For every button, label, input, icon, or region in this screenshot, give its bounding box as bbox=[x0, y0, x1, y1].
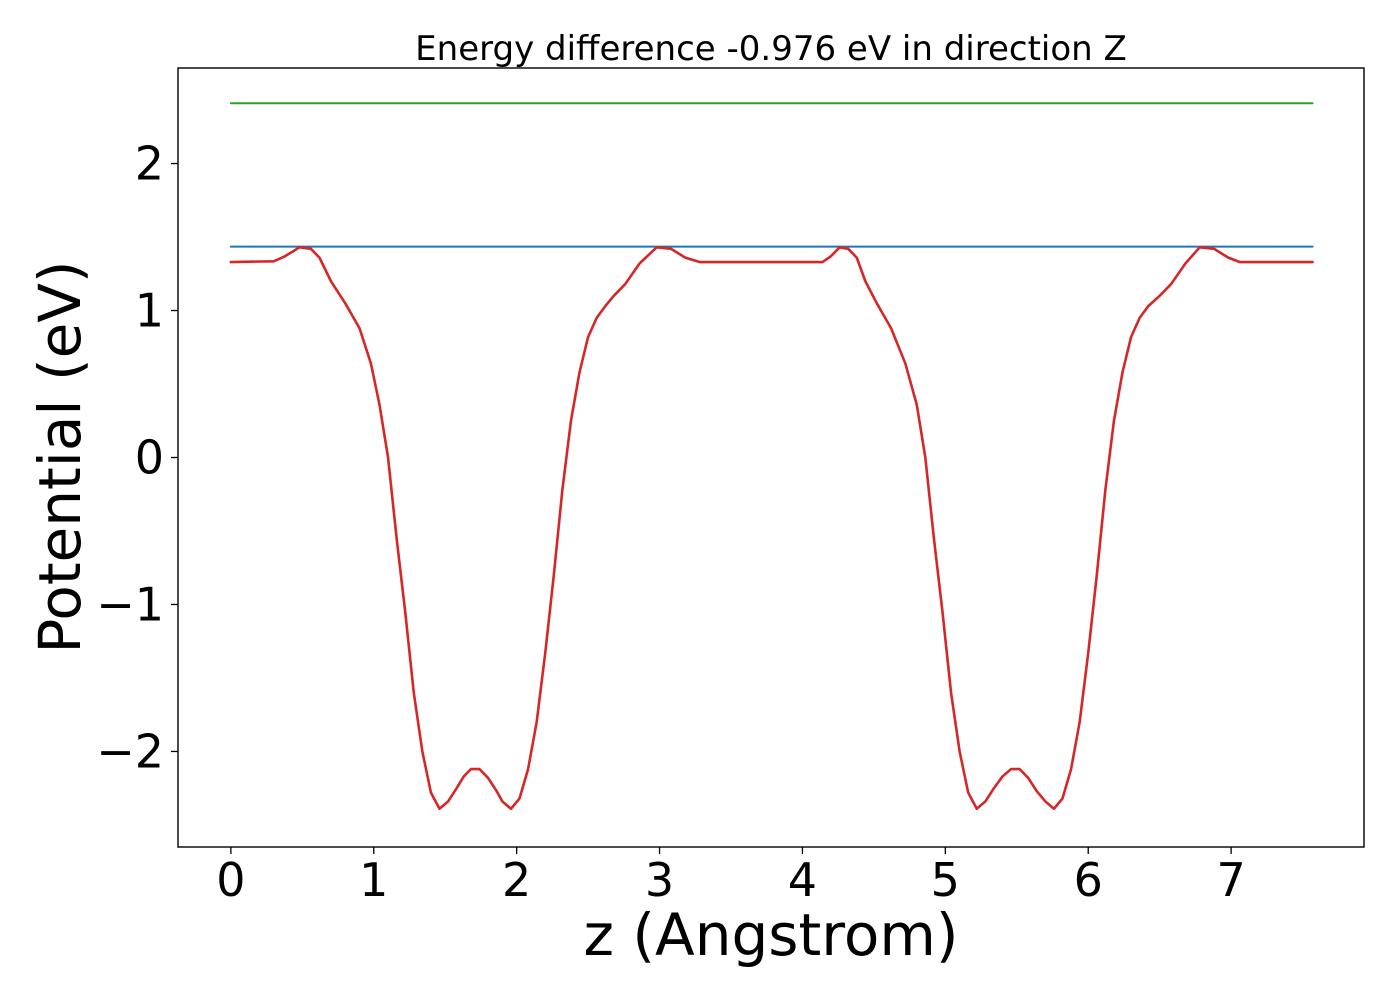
x-tick-label: 3 bbox=[645, 853, 674, 907]
y-tick-label: −1 bbox=[96, 577, 164, 631]
x-tick-label: 1 bbox=[359, 853, 388, 907]
series-line-3 bbox=[229, 246, 1314, 811]
chart-title: Energy difference -0.976 eV in direction… bbox=[415, 29, 1127, 69]
y-tick-label: −2 bbox=[96, 724, 164, 778]
x-tick-label: 6 bbox=[1074, 853, 1103, 907]
x-tick-label: 2 bbox=[502, 853, 531, 907]
x-tick-label: 0 bbox=[216, 853, 245, 907]
x-tick-label: 5 bbox=[931, 853, 960, 907]
y-tick-label: 2 bbox=[135, 137, 164, 191]
x-axis-label: z (Angstrom) bbox=[584, 901, 959, 969]
series-layer bbox=[229, 102, 1314, 811]
x-tick-label: 4 bbox=[788, 853, 817, 907]
y-axis: −2 −1 0 1 2 bbox=[96, 137, 178, 778]
y-axis-label: Potential (eV) bbox=[26, 260, 94, 653]
plot-area bbox=[177, 67, 1365, 848]
y-tick-label: 0 bbox=[135, 431, 164, 485]
y-tick-label: 1 bbox=[135, 284, 164, 338]
plot-frame bbox=[177, 67, 1365, 848]
x-tick-label: 7 bbox=[1216, 853, 1245, 907]
x-axis: 0 1 2 3 4 5 6 7 bbox=[216, 847, 1246, 907]
